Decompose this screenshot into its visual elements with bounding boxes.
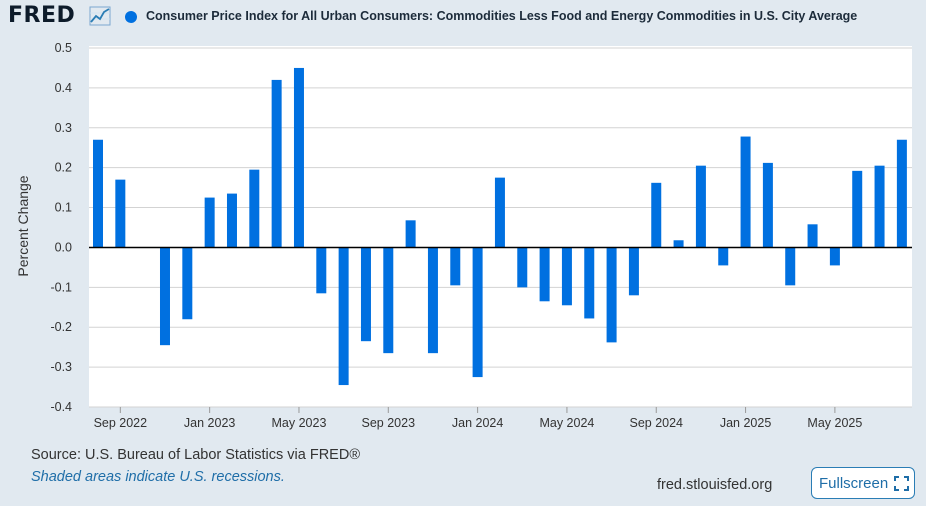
bar[interactable] xyxy=(785,247,796,286)
bar[interactable] xyxy=(427,247,438,354)
bar[interactable] xyxy=(651,182,662,248)
bar[interactable] xyxy=(628,247,639,296)
y-axis-ticks: 0.5 0.4 0.3 0.2 0.1 0.0 -0.1 -0.2 -0.3 -0.4 xyxy=(50,41,72,414)
source-text: Source: U.S. Bureau of Labor Statistics … xyxy=(31,447,361,463)
bar[interactable] xyxy=(338,247,349,386)
bar[interactable] xyxy=(271,79,282,248)
bar[interactable] xyxy=(226,193,237,248)
x-tick-label: Sep 2022 xyxy=(94,416,148,430)
y-tick-label: -0.4 xyxy=(50,400,72,414)
chart-area: 0.5 0.4 0.3 0.2 0.1 0.0 -0.1 -0.2 -0.3 -0.4 Sep 2… xyxy=(50,41,912,430)
bar[interactable] xyxy=(539,247,550,302)
y-tick-label: 0.2 xyxy=(55,161,72,175)
recession-note: Shaded areas indicate U.S. recessions. xyxy=(31,469,285,485)
fullscreen-corners-icon xyxy=(894,476,909,491)
fullscreen-button[interactable]: Fullscreen xyxy=(811,467,915,499)
bar[interactable] xyxy=(829,247,840,266)
y-tick-label: 0.3 xyxy=(55,121,72,135)
y-tick-label: 0.0 xyxy=(55,240,72,254)
bar[interactable] xyxy=(695,165,706,248)
bar[interactable] xyxy=(360,247,371,342)
x-axis-ticks: Sep 2022 Jan 2023 May 2023 Sep 2023 Jan 2024… xyxy=(94,407,862,430)
bar[interactable] xyxy=(159,247,170,346)
bar[interactable] xyxy=(204,197,215,248)
x-tick-label: Jan 2023 xyxy=(184,416,235,430)
legend-series-marker xyxy=(125,11,137,23)
bar[interactable] xyxy=(450,247,461,286)
bar[interactable] xyxy=(472,247,483,378)
y-tick-label: 0.1 xyxy=(55,201,72,215)
bars xyxy=(93,67,907,386)
bar[interactable] xyxy=(182,247,193,320)
bar[interactable] xyxy=(718,247,729,266)
y-tick-label: 0.4 xyxy=(55,81,72,95)
bar[interactable] xyxy=(517,247,528,288)
bar[interactable] xyxy=(561,247,572,306)
fred-url-link[interactable]: fred.stlouisfed.org xyxy=(657,477,773,493)
bar[interactable] xyxy=(494,177,505,248)
bar[interactable] xyxy=(405,220,416,248)
bar[interactable] xyxy=(807,224,818,248)
fullscreen-label: Fullscreen xyxy=(819,475,889,492)
y-tick-label: -0.1 xyxy=(50,280,72,294)
bar[interactable] xyxy=(896,139,907,248)
x-tick-label: Jan 2025 xyxy=(720,416,771,430)
x-tick-label: May 2024 xyxy=(539,416,594,430)
y-tick-label: -0.3 xyxy=(50,360,72,374)
bar[interactable] xyxy=(852,170,863,248)
bar[interactable] xyxy=(293,67,304,248)
chart-header: FRED Consumer Price Index for All Urban … xyxy=(0,0,926,34)
bar[interactable] xyxy=(740,136,751,248)
x-tick-label: May 2025 xyxy=(807,416,862,430)
bar[interactable] xyxy=(762,162,773,248)
fred-logo[interactable]: FRED xyxy=(8,3,76,28)
line-chart-icon xyxy=(89,6,111,26)
x-tick-label: Sep 2023 xyxy=(362,416,416,430)
x-tick-label: May 2023 xyxy=(272,416,327,430)
bar[interactable] xyxy=(93,139,103,248)
bar[interactable] xyxy=(115,179,126,248)
bar[interactable] xyxy=(249,169,260,248)
bar[interactable] xyxy=(673,240,684,248)
bar[interactable] xyxy=(584,247,595,319)
y-axis-label: Percent Change xyxy=(15,175,31,277)
chart-title: Consumer Price Index for All Urban Consu… xyxy=(146,9,858,23)
y-tick-label: -0.2 xyxy=(50,320,72,334)
bar[interactable] xyxy=(606,247,617,343)
y-tick-label: 0.5 xyxy=(55,41,72,55)
x-tick-label: Jan 2024 xyxy=(452,416,503,430)
x-tick-label: Sep 2024 xyxy=(629,416,683,430)
bar[interactable] xyxy=(316,247,327,294)
bar[interactable] xyxy=(874,165,885,248)
bar[interactable] xyxy=(383,247,394,354)
